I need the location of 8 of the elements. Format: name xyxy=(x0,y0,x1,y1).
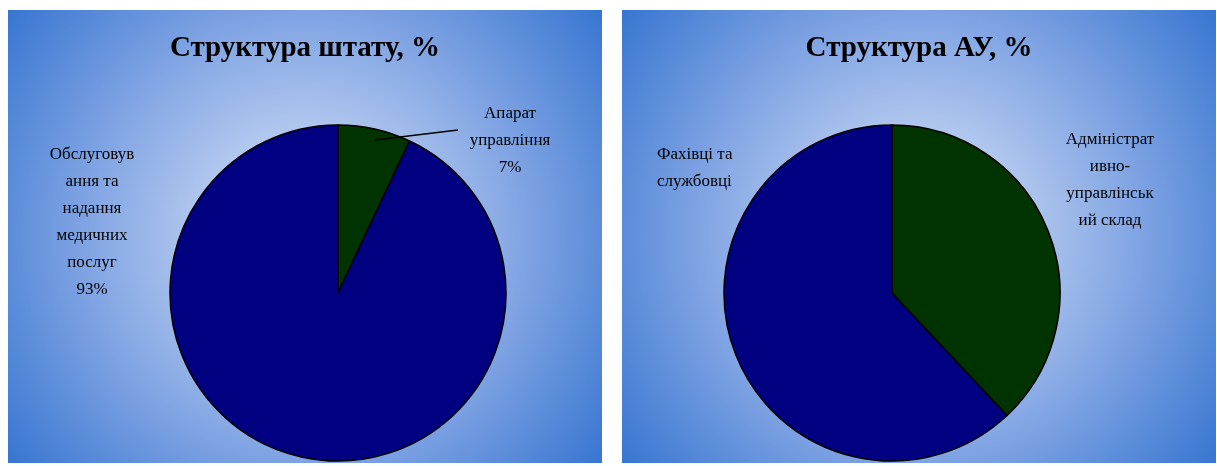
data-label: 93% xyxy=(76,279,108,298)
slice-label: Адміністративно-управлінський склад xyxy=(1065,129,1155,229)
chart-title: Структура штату, % xyxy=(169,30,441,62)
slice-label: Обслуговування та надання медичних послуг xyxy=(49,144,135,271)
data-label: 7% xyxy=(498,157,522,176)
slice-label: Фахівці та службовці xyxy=(657,144,733,190)
slice-label: Апарат управління xyxy=(469,103,551,149)
chart-title: Структура АУ, % xyxy=(805,30,1033,62)
